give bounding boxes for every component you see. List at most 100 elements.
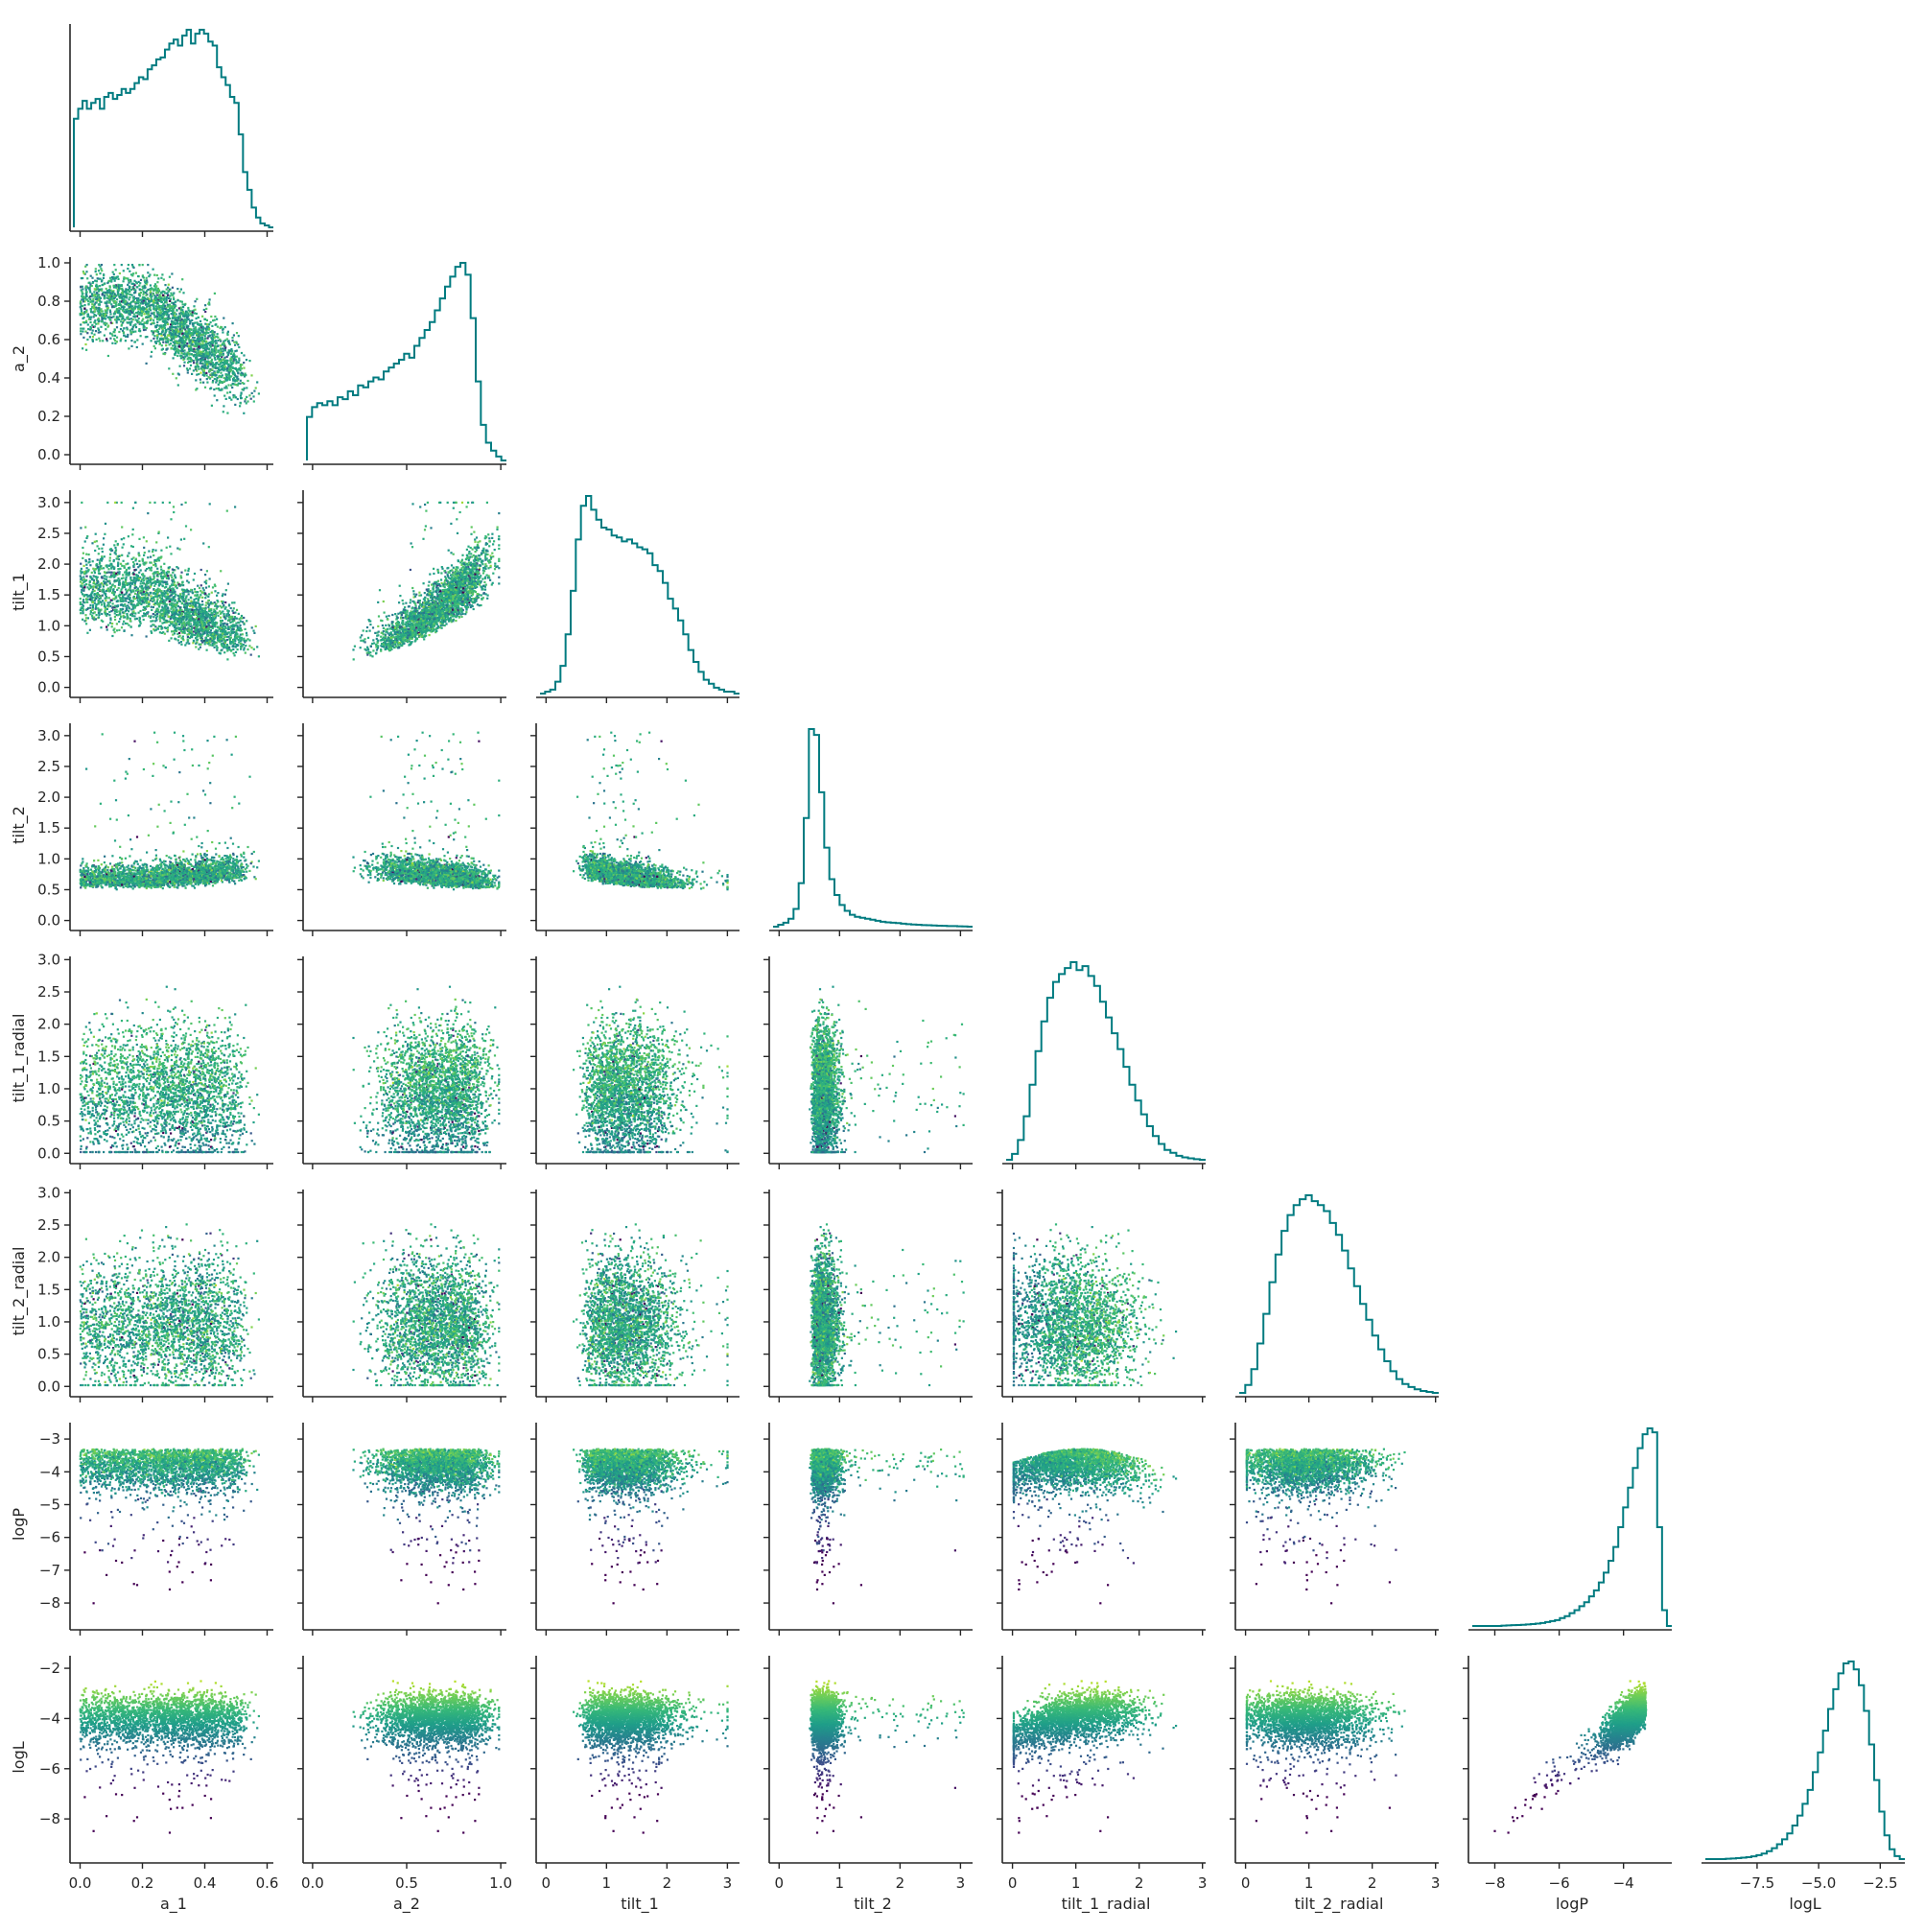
scatter-point (204, 387, 206, 389)
scatter-point (166, 289, 168, 291)
scatter-point (242, 382, 244, 384)
scatter-point (223, 395, 225, 397)
scatter-point (146, 316, 148, 318)
scatter-point (173, 313, 175, 315)
scatter-point (211, 376, 213, 378)
scatter-point (193, 362, 195, 364)
scatter-point (178, 343, 180, 345)
scatter-point (194, 309, 196, 311)
scatter-point (153, 338, 154, 340)
scatter-point (220, 347, 222, 349)
scatter-point (119, 300, 121, 302)
scatter-point (223, 411, 224, 412)
scatter-point (214, 357, 216, 359)
scatter-point (184, 356, 186, 358)
scatter-point (200, 332, 201, 334)
scatter-point (151, 296, 153, 298)
scatter-point (116, 326, 118, 328)
scatter-point (80, 286, 82, 288)
scatter-point (241, 367, 243, 369)
scatter-point (191, 353, 193, 355)
scatter-point (98, 332, 100, 334)
scatter-point (125, 277, 127, 279)
scatter-point (150, 323, 152, 325)
scatter-point (253, 400, 255, 402)
scatter-point (217, 358, 219, 360)
scatter-point (219, 365, 221, 367)
scatter-point (138, 285, 140, 287)
scatter-point (237, 398, 239, 400)
scatter-point (233, 377, 235, 379)
scatter-point (174, 348, 176, 350)
scatter-point (239, 383, 241, 385)
scatter-point (138, 328, 140, 330)
scatter-point (203, 309, 205, 311)
scatter-point (189, 310, 191, 312)
scatter-point (223, 377, 225, 379)
scatter-point (223, 405, 224, 407)
scatter-point (189, 322, 191, 324)
scatter-point (114, 280, 116, 282)
scatter-point (211, 325, 213, 327)
scatter-point (143, 313, 145, 315)
scatter-point (147, 264, 149, 266)
scatter-point (89, 289, 91, 291)
scatter-point (128, 347, 129, 349)
scatter-point (132, 272, 134, 274)
scatter-point (184, 328, 186, 330)
scatter-point (98, 295, 100, 296)
scatter-point (88, 318, 90, 320)
scatter-point (171, 272, 173, 274)
scatter-point (230, 353, 232, 355)
scatter-point (156, 274, 158, 276)
scatter-point (228, 352, 230, 354)
scatter-point (162, 295, 164, 296)
scatter-point (196, 388, 198, 389)
scatter-point (81, 310, 82, 312)
scatter-point (210, 331, 212, 333)
scatter-point (153, 345, 155, 347)
scatter-point (233, 342, 235, 343)
scatter-point (162, 342, 164, 343)
scatter-point (188, 348, 190, 350)
scatter-point (215, 340, 217, 342)
scatter-point (219, 382, 221, 384)
scatter-point (191, 319, 193, 321)
scatter-point (163, 334, 165, 336)
scatter-point (129, 294, 131, 295)
scatter-point (241, 364, 243, 365)
scatter-point (211, 354, 213, 356)
scatter-point (204, 311, 206, 313)
scatter-point (252, 395, 254, 397)
scatter-point (187, 307, 189, 309)
scatter-point (85, 294, 87, 295)
scatter-point (163, 278, 165, 280)
scatter-point (82, 288, 83, 290)
scatter-point (241, 391, 243, 393)
scatter-point (200, 363, 201, 365)
scatter-point (156, 295, 158, 296)
scatter-point (236, 361, 238, 363)
scatter-point (130, 318, 132, 319)
scatter-point (156, 281, 158, 283)
scatter-point (164, 305, 166, 307)
scatter-point (100, 268, 102, 270)
scatter-point (106, 326, 108, 328)
scatter-point (195, 379, 197, 381)
scatter-point (90, 275, 92, 277)
scatter-point (151, 313, 153, 315)
scatter-point (226, 391, 228, 393)
scatter-point (248, 394, 250, 396)
scatter-point (112, 271, 114, 273)
scatter-point (112, 316, 114, 318)
scatter-point (118, 318, 120, 320)
scatter-point (236, 332, 238, 334)
scatter-point (96, 293, 98, 295)
scatter-point (218, 376, 220, 378)
scatter-point (195, 300, 197, 302)
scatter-point (134, 341, 136, 342)
scatter-point (220, 372, 222, 374)
histogram-step-a_1 (74, 30, 273, 227)
scatter-point (224, 326, 226, 328)
scatter-point (134, 292, 136, 294)
